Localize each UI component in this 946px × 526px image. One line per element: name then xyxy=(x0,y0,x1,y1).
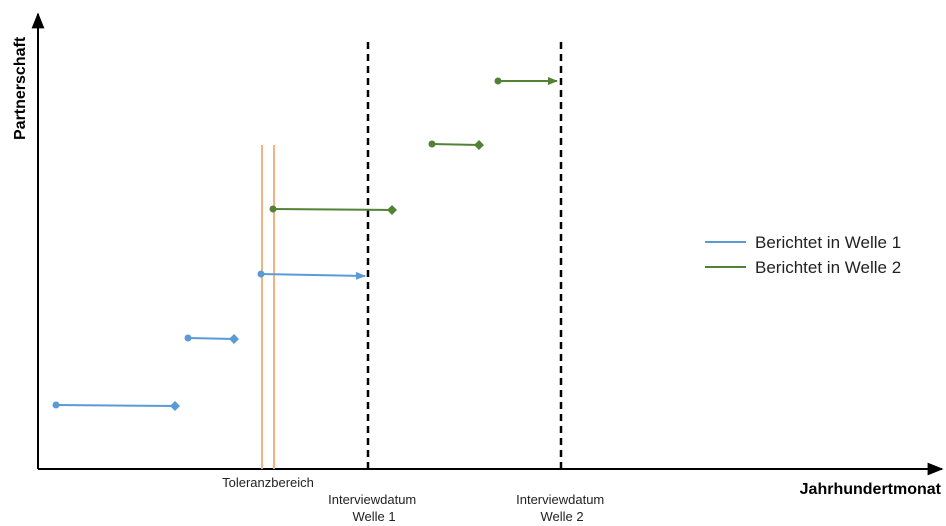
partnership-episode-6 xyxy=(494,77,558,85)
legend: Berichtet in Welle 1 Berichtet in Welle … xyxy=(705,233,901,277)
wave-2-partnerships xyxy=(269,77,558,215)
partnership-episode-1 xyxy=(52,401,180,411)
partnership-episode-4 xyxy=(269,205,397,215)
interview-label-wave-1-line1: Interviewdatum xyxy=(328,492,416,507)
legend-label-wave-2: Berichtet in Welle 2 xyxy=(755,258,901,277)
y-axis-title: Partnerschaft xyxy=(12,36,29,140)
partnership-episode-3 xyxy=(257,270,366,280)
interview-label-wave-2: Interviewdatum Welle 2 xyxy=(516,492,608,524)
legend-item-wave-2: Berichtet in Welle 2 xyxy=(705,258,901,277)
partnership-episode-2 xyxy=(184,334,239,344)
x-axis-title: Jahrhundertmonat xyxy=(800,481,942,498)
tolerance-label: Toleranzbereich xyxy=(222,475,314,490)
interview-label-wave-2-line1: Interviewdatum xyxy=(516,492,604,507)
partnership-episode-5 xyxy=(428,140,484,150)
wave-1-partnerships xyxy=(52,270,366,411)
legend-label-wave-1: Berichtet in Welle 1 xyxy=(755,233,901,252)
interview-label-wave-1: Interviewdatum Welle 1 xyxy=(328,492,420,524)
legend-item-wave-1: Berichtet in Welle 1 xyxy=(705,233,901,252)
interview-label-wave-1-line2: Welle 1 xyxy=(352,509,395,524)
interview-label-wave-2-line2: Welle 2 xyxy=(540,509,583,524)
